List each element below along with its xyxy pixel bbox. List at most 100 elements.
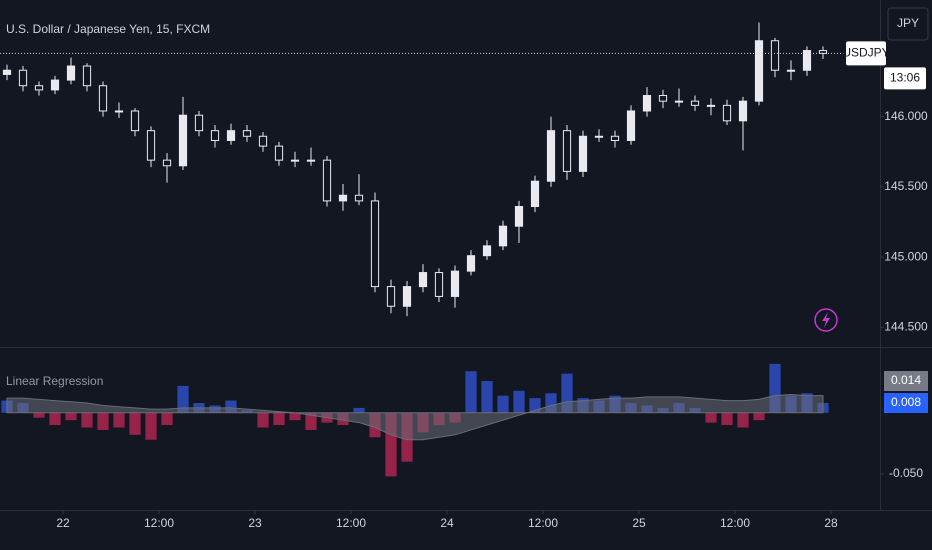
candle-body: [354, 194, 364, 202]
histogram-bar: [545, 393, 557, 413]
alert-icon[interactable]: [814, 308, 838, 332]
candle-body: [178, 114, 188, 167]
histogram-bar: [529, 398, 541, 413]
candle-body: [306, 159, 316, 162]
candle-body: [578, 135, 588, 172]
candle-body: [210, 130, 220, 141]
candle-body: [530, 180, 540, 208]
candle-body: [674, 100, 684, 103]
x-tick-label: 24: [440, 516, 454, 530]
candle-body: [114, 110, 124, 113]
histogram-bar: [65, 412, 77, 421]
candle-body: [162, 159, 172, 167]
candle-body: [370, 200, 380, 288]
histogram-bar: [721, 412, 733, 426]
candle-body: [146, 130, 156, 161]
x-tick-label: 12:00: [144, 516, 174, 530]
candle-body: [786, 69, 796, 72]
y-tick-label: -0.050: [889, 466, 923, 480]
histogram-bar: [465, 371, 477, 413]
candle-body: [450, 270, 460, 297]
candle-body: [738, 100, 748, 122]
candle-body: [642, 95, 652, 112]
currency-label: JPY: [897, 16, 919, 30]
candle-body: [802, 50, 812, 71]
regression-area: [6, 393, 824, 441]
histogram-bar: [305, 412, 317, 430]
candle-body: [402, 286, 412, 307]
candle-body: [514, 206, 524, 227]
candle-body: [50, 79, 60, 91]
last-value-label: 0.008: [891, 395, 921, 409]
candle-body: [338, 194, 348, 202]
histogram-bar: [353, 407, 365, 413]
indicator-title: Linear Regression: [6, 374, 103, 388]
countdown-box: [884, 67, 926, 90]
candle-body: [258, 135, 268, 147]
candle-body: [274, 145, 284, 161]
histogram-bar: [129, 412, 141, 435]
x-tick-label: 23: [248, 516, 262, 530]
histogram-bar: [177, 385, 189, 413]
x-tick-label: 28: [824, 516, 838, 530]
candle-body: [130, 110, 140, 132]
histogram-bar: [497, 395, 509, 413]
candle-body: [722, 104, 732, 122]
candle-body: [434, 272, 444, 297]
candle-body: [386, 286, 396, 307]
histogram-bar: [289, 412, 301, 421]
candle-body: [706, 104, 716, 107]
candle-body: [594, 135, 604, 138]
candle-body: [818, 50, 828, 54]
candle-body: [770, 40, 780, 71]
candle-body: [754, 40, 764, 102]
histogram-bar: [33, 412, 45, 418]
histogram-bar: [257, 412, 269, 428]
y-tick-label: 145.000: [884, 249, 928, 263]
last-value-box: [884, 393, 928, 414]
histogram-bar: [81, 412, 93, 428]
candle-body: [562, 130, 572, 172]
chart-title: U.S. Dollar / Japanese Yen, 15, FXCM: [6, 22, 210, 36]
candle-body: [98, 85, 108, 112]
y-tick-label: 144.500: [884, 320, 928, 334]
histogram-bar: [753, 412, 765, 421]
candle-body: [194, 114, 204, 132]
candle-body: [626, 110, 636, 141]
candle-body: [690, 100, 700, 106]
histogram-bar: [273, 412, 285, 426]
candle-body: [2, 69, 12, 75]
candle-body: [18, 69, 28, 87]
candle-body: [82, 65, 92, 87]
symbol-box: [846, 41, 886, 66]
candle-body: [34, 85, 44, 91]
histogram-bar: [385, 412, 397, 477]
currency-button[interactable]: [887, 7, 929, 41]
x-tick-label: 25: [632, 516, 646, 530]
histogram-bar: [481, 381, 493, 413]
candle-body: [658, 95, 668, 102]
candle-body: [290, 159, 300, 162]
y-tick-label: 145.500: [884, 179, 928, 193]
histogram-bar: [161, 412, 173, 426]
histogram-bar: [97, 412, 109, 430]
candle-body: [226, 130, 236, 141]
histogram-bar: [49, 412, 61, 426]
candle-body: [466, 255, 476, 272]
alert-bolt: [822, 312, 830, 328]
histogram-bar: [145, 412, 157, 440]
countdown-label: 13:06: [890, 71, 920, 85]
candle-body: [418, 272, 428, 288]
x-tick-label: 12:00: [528, 516, 558, 530]
histogram-bar: [769, 363, 781, 413]
histogram-bar: [705, 412, 717, 423]
candle-body: [546, 130, 556, 182]
candle-body: [498, 225, 508, 247]
x-tick-label: 12:00: [336, 516, 366, 530]
histogram-bar: [561, 373, 573, 413]
last-value-box: [884, 371, 928, 392]
x-tick-label: 22: [56, 516, 70, 530]
